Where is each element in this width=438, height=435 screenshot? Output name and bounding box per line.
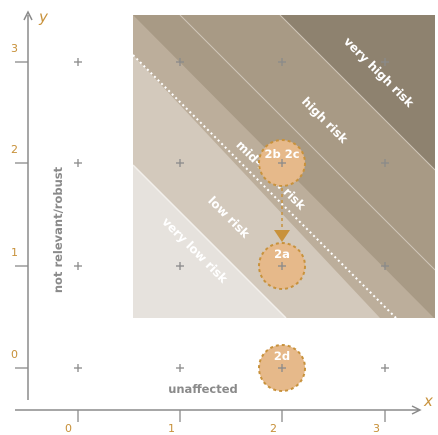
grid-plus-marks bbox=[74, 58, 389, 372]
mid-level-boundary bbox=[133, 54, 397, 318]
y-tick-3: 3 bbox=[11, 42, 18, 55]
not-relevant-robust-label: not relevant/robust bbox=[51, 166, 65, 293]
marker-2d-label: 2d bbox=[274, 349, 290, 363]
marker-2a-label: 2a bbox=[274, 247, 290, 261]
arrow-head-icon bbox=[274, 230, 290, 242]
unaffected-label: unaffected bbox=[168, 382, 238, 396]
y-axis-arrow bbox=[23, 10, 33, 21]
x-tick-3: 3 bbox=[373, 422, 380, 435]
x-axis-label: x bbox=[423, 392, 433, 410]
x-tick-0: 0 bbox=[65, 422, 72, 435]
x-tick-1: 1 bbox=[168, 422, 175, 435]
y-tick-2: 2 bbox=[11, 143, 18, 156]
y-tick-0: 0 bbox=[11, 348, 18, 361]
marker-2b-2c-label: 2b 2c bbox=[264, 147, 299, 161]
x-ticks: 0 1 2 3 bbox=[65, 410, 386, 435]
y-ticks: 0 1 2 3 bbox=[11, 42, 28, 369]
y-axis-label: y bbox=[38, 8, 49, 26]
x-axis-arrow bbox=[411, 405, 422, 415]
transition-arrow bbox=[274, 188, 290, 242]
x-tick-2: 2 bbox=[270, 422, 277, 435]
y-tick-1: 1 bbox=[11, 246, 18, 259]
